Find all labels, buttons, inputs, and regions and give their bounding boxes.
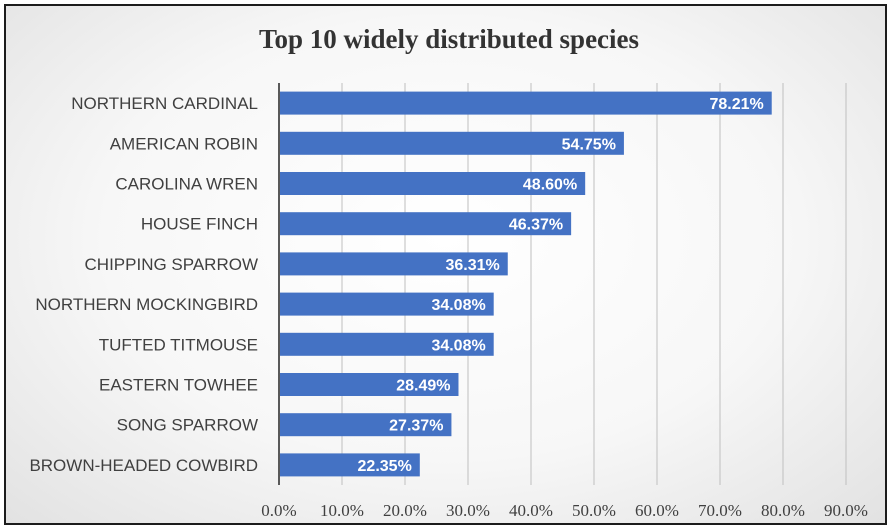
x-tick-label: 20.0% xyxy=(383,501,427,520)
x-tick-label: 10.0% xyxy=(320,501,364,520)
category-label: BROWN-HEADED COWBIRD xyxy=(29,456,258,475)
x-tick-label: 30.0% xyxy=(446,501,490,520)
data-label: 54.75% xyxy=(562,136,616,153)
bar xyxy=(279,131,624,155)
data-label: 28.49% xyxy=(396,378,450,395)
data-label: 48.60% xyxy=(523,177,577,194)
bar xyxy=(279,453,420,477)
category-label: SONG SPARROW xyxy=(117,416,258,435)
category-label: HOUSE FINCH xyxy=(141,215,258,234)
data-label: 34.08% xyxy=(431,337,485,354)
bars: 78.21% 54.75% 48.60% 46.37% 36.31% 34.08% 34.0… xyxy=(279,91,772,477)
x-tick-label: 40.0% xyxy=(509,501,553,520)
x-tick-label: 50.0% xyxy=(572,501,616,520)
category-label: NORTHERN MOCKINGBIRD xyxy=(35,295,258,314)
category-label: AMERICAN ROBIN xyxy=(110,134,258,153)
chart-title: Top 10 widely distributed species xyxy=(259,24,639,54)
data-label: 78.21% xyxy=(709,96,763,113)
data-label: 36.31% xyxy=(445,257,499,274)
category-labels: NORTHERN CARDINAL AMERICAN ROBIN CAROLINA … xyxy=(29,94,258,475)
data-label: 34.08% xyxy=(431,297,485,314)
bar xyxy=(279,212,572,236)
category-label: CHIPPING SPARROW xyxy=(85,255,258,274)
bar xyxy=(279,413,452,437)
bar xyxy=(279,252,508,276)
x-tick-label: 60.0% xyxy=(635,501,679,520)
category-label: NORTHERN CARDINAL xyxy=(71,94,258,113)
x-tick-label: 90.0% xyxy=(824,501,868,520)
category-label: EASTERN TOWHEE xyxy=(99,376,258,395)
data-label: 46.37% xyxy=(509,217,563,234)
x-tick-label: 70.0% xyxy=(698,501,742,520)
bar xyxy=(279,172,586,195)
x-tick-label: 80.0% xyxy=(761,501,805,520)
bar xyxy=(279,373,459,396)
category-label: CAROLINA WREN xyxy=(115,175,258,194)
bar xyxy=(279,292,494,316)
category-label: TUFTED TITMOUSE xyxy=(99,335,258,354)
data-label: 22.35% xyxy=(358,458,412,475)
bar xyxy=(279,91,772,115)
x-tick-label: 0.0% xyxy=(261,501,296,520)
x-tick-labels: 0.0% 10.0% 20.0% 30.0% 40.0% 50.0% 60.0% 70.0% 8… xyxy=(261,501,868,520)
bar xyxy=(279,332,494,356)
data-label: 27.37% xyxy=(389,418,443,435)
